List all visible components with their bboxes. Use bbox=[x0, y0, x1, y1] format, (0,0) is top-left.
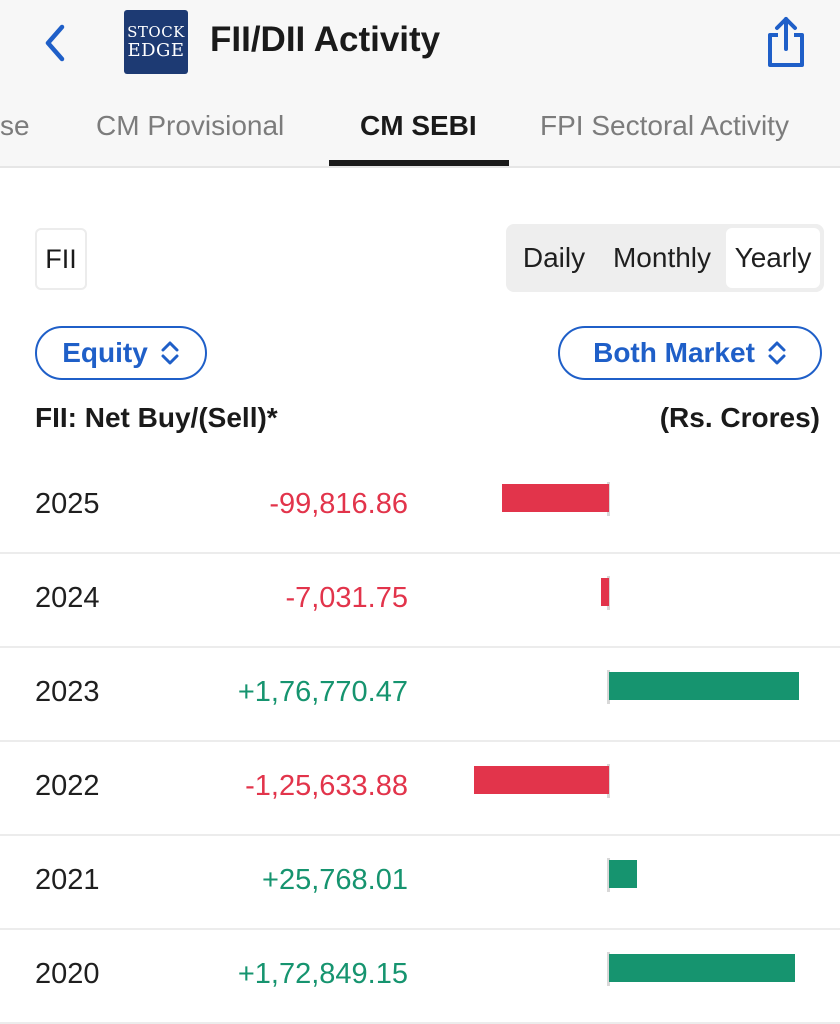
year-label: 2022 bbox=[35, 770, 100, 802]
sort-arrows-icon bbox=[161, 341, 179, 365]
segment-label: Equity bbox=[62, 337, 148, 368]
year-label: 2020 bbox=[35, 958, 100, 990]
year-label: 2023 bbox=[35, 676, 100, 708]
value-bar bbox=[609, 672, 799, 700]
value-bar bbox=[601, 578, 609, 606]
share-icon bbox=[768, 17, 804, 67]
net-value: +1,76,770.47 bbox=[237, 676, 408, 708]
period-monthly[interactable]: Monthly bbox=[612, 242, 712, 273]
tab-partial[interactable]: se bbox=[0, 110, 30, 141]
logo-line-2: EDGE bbox=[127, 39, 185, 61]
year-label: 2024 bbox=[35, 582, 100, 614]
back-button[interactable] bbox=[30, 18, 80, 68]
chevron-left-icon bbox=[45, 24, 65, 62]
value-bar bbox=[473, 766, 609, 794]
bar-axis bbox=[607, 858, 610, 892]
tab-cm-provisional[interactable]: CM Provisional bbox=[96, 110, 285, 141]
active-tab-indicator bbox=[329, 160, 509, 166]
year-label: 2021 bbox=[35, 864, 100, 896]
tab-fpi-sectoral-activity[interactable]: FPI Sectoral Activity bbox=[540, 110, 789, 141]
net-value: +1,72,849.15 bbox=[237, 958, 408, 990]
value-bar bbox=[609, 954, 795, 982]
share-button[interactable] bbox=[758, 12, 814, 72]
net-value: -1,25,633.88 bbox=[245, 770, 408, 802]
bar-axis bbox=[607, 952, 610, 986]
market-label: Both Market bbox=[593, 337, 755, 368]
list-item[interactable]: 2023 +1,76,770.47 bbox=[0, 648, 840, 742]
tab-bar: se CM Provisional CM SEBI FPI Sectoral A… bbox=[0, 90, 840, 168]
logo-line-1: STOCK bbox=[127, 22, 185, 41]
list-item[interactable]: 2025 -99,816.86 bbox=[0, 460, 840, 554]
list-item[interactable]: 2021 +25,768.01 bbox=[0, 836, 840, 930]
period-yearly[interactable]: Yearly bbox=[726, 228, 820, 288]
investor-selector[interactable]: FII bbox=[35, 228, 87, 290]
list-item[interactable]: 2020 +1,72,849.15 bbox=[0, 930, 840, 1024]
sort-arrows-icon bbox=[768, 341, 786, 365]
app-header: STOCK EDGE FII/DII Activity bbox=[0, 0, 840, 90]
net-value: +25,768.01 bbox=[262, 864, 408, 896]
period-daily[interactable]: Daily bbox=[522, 242, 586, 273]
net-value: -7,031.75 bbox=[285, 582, 408, 614]
tab-cm-sebi[interactable]: CM SEBI bbox=[360, 110, 477, 141]
page-title: FII/DII Activity bbox=[210, 20, 441, 59]
segment-dropdown[interactable]: Equity bbox=[35, 326, 207, 380]
stockedge-logo: STOCK EDGE bbox=[124, 10, 188, 74]
market-dropdown[interactable]: Both Market bbox=[558, 326, 822, 380]
units-caption: (Rs. Crores) bbox=[659, 402, 820, 433]
list-item[interactable]: 2022 -1,25,633.88 bbox=[0, 742, 840, 836]
table-caption: FII: Net Buy/(Sell)* bbox=[35, 402, 278, 433]
bar-axis bbox=[607, 670, 610, 704]
list-item[interactable]: 2024 -7,031.75 bbox=[0, 554, 840, 648]
year-label: 2025 bbox=[35, 488, 100, 520]
value-bar bbox=[609, 860, 637, 888]
period-segmented-control: Daily Monthly Yearly bbox=[506, 224, 824, 292]
net-value: -99,816.86 bbox=[269, 488, 408, 520]
value-bar bbox=[501, 484, 609, 512]
